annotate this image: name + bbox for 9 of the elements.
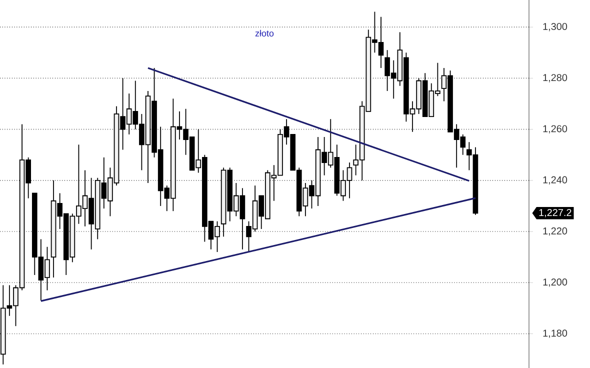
y-tick-label: 1,240 bbox=[543, 176, 568, 185]
text: 1,227.2 bbox=[539, 209, 572, 218]
text: złoto bbox=[255, 30, 274, 37]
y-tick-label: 1,200 bbox=[543, 278, 568, 287]
y-tick-label: 1,260 bbox=[543, 125, 568, 134]
y-tick-label: 1,300 bbox=[543, 22, 568, 32]
y-tick-label: 1,220 bbox=[543, 227, 568, 236]
y-tick-label: 1,180 bbox=[543, 330, 568, 338]
y-tick-label: 1,280 bbox=[543, 74, 568, 82]
